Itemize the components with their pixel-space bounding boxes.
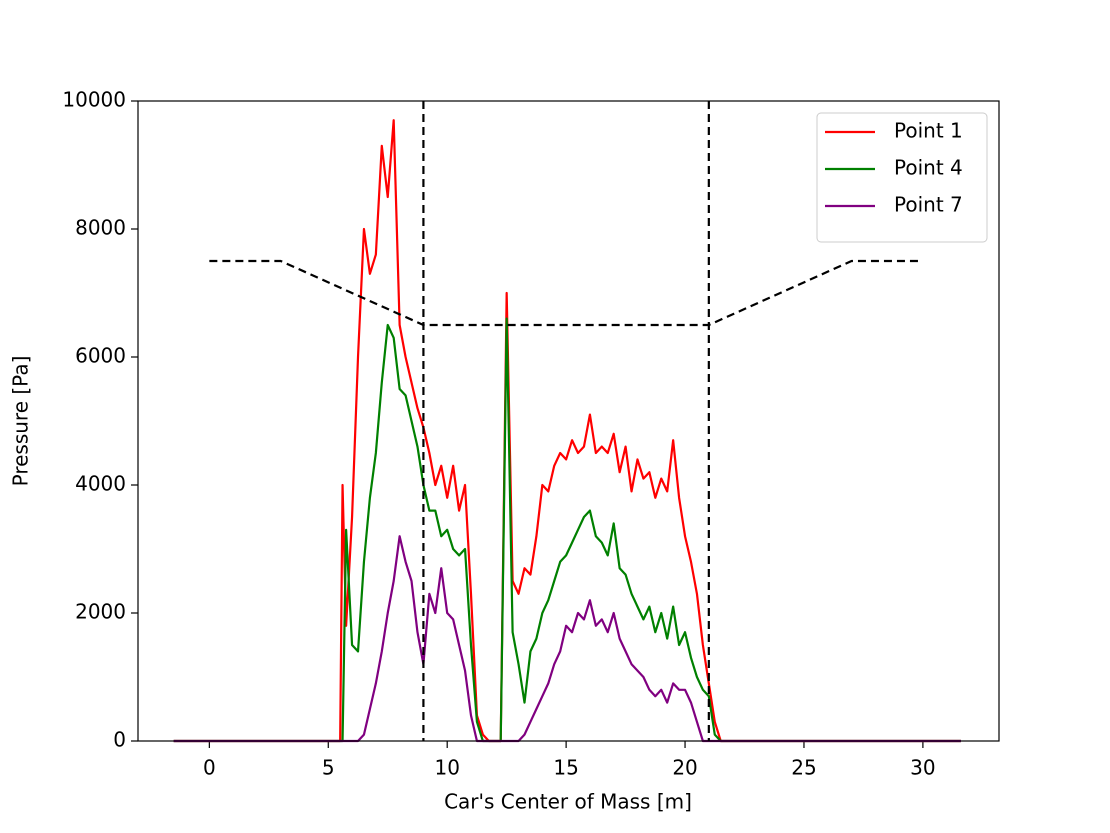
data-line xyxy=(173,535,961,743)
x-axis-label: Car's Center of Mass [m] xyxy=(444,790,692,814)
data-line xyxy=(173,119,961,743)
legend-label: Point 1 xyxy=(894,119,963,143)
legend-label: Point 7 xyxy=(894,193,963,217)
y-tick-label: 10000 xyxy=(62,88,126,112)
plot-frame xyxy=(137,100,1000,742)
x-tick-label: 25 xyxy=(791,756,816,780)
x-tick-label: 5 xyxy=(322,756,335,780)
y-tick-label: 2000 xyxy=(75,600,126,624)
legend-label: Point 4 xyxy=(894,156,963,180)
x-tick-label: 30 xyxy=(910,756,935,780)
y-tick-label: 8000 xyxy=(75,216,126,240)
reference-line xyxy=(209,259,923,327)
x-tick-label: 20 xyxy=(672,756,697,780)
x-tick-label: 10 xyxy=(434,756,459,780)
y-tick-label: 4000 xyxy=(75,472,126,496)
x-tick-label: 15 xyxy=(553,756,578,780)
legend-box xyxy=(816,112,988,243)
x-tick-label: 0 xyxy=(203,756,216,780)
y-axis-label: Pressure [Pa] xyxy=(9,356,33,487)
data-line xyxy=(173,317,961,743)
y-tick-label: 6000 xyxy=(75,344,126,368)
y-tick-label: 0 xyxy=(113,728,126,752)
